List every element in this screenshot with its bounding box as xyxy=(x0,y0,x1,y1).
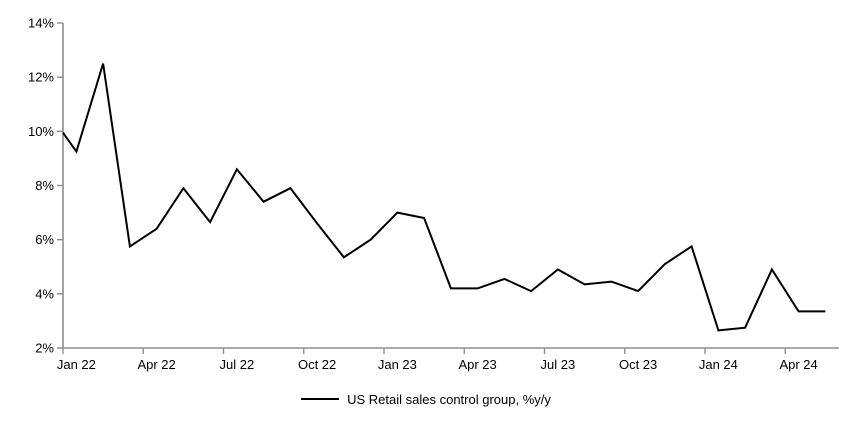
x-tick-label: Oct 23 xyxy=(619,357,657,372)
y-tick-label: 12% xyxy=(28,70,54,85)
x-tick-label: Apr 23 xyxy=(458,357,496,372)
x-tick-label: Jan 24 xyxy=(699,357,738,372)
legend-line-sample-icon xyxy=(301,398,340,400)
x-tick-label: Apr 22 xyxy=(137,357,175,372)
y-tick-label: 4% xyxy=(35,286,54,301)
x-tick-label: Oct 22 xyxy=(298,357,336,372)
y-tick-label: 2% xyxy=(35,341,54,356)
y-tick-label: 14% xyxy=(28,16,54,31)
x-tick-label: Apr 24 xyxy=(779,357,817,372)
y-tick-label: 6% xyxy=(35,232,54,247)
legend-label: US Retail sales control group, %y/y xyxy=(347,391,551,407)
y-tick-label: 10% xyxy=(28,124,54,139)
x-tick-label: Jul 22 xyxy=(220,357,255,372)
series-line-us-retail-control-group xyxy=(62,63,826,332)
line-chart: 2% 4% 6% 8% 10% 12% 14% Jan 22 Apr 22 Jul 22 Oct 2… xyxy=(28,16,839,372)
x-tick-label: Jul 23 xyxy=(541,357,576,372)
y-tick-label: 8% xyxy=(35,178,54,193)
x-tick-label: Jan 22 xyxy=(57,357,96,372)
x-tick-label: Jan 23 xyxy=(378,357,417,372)
legend: US Retail sales control group, %y/y xyxy=(0,389,852,409)
